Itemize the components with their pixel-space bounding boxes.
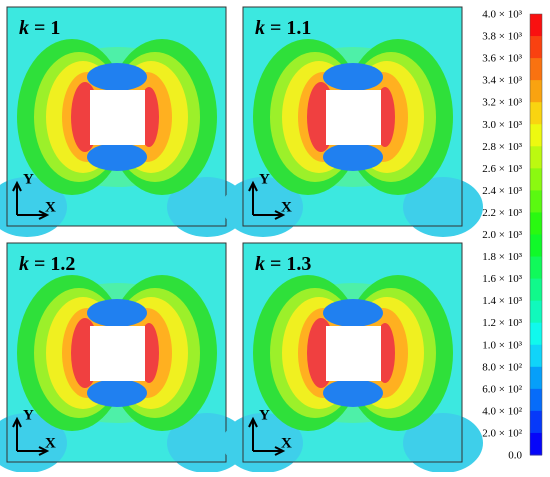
axis-x-label: X (281, 199, 292, 215)
colorbar-segment (530, 80, 542, 103)
colorbar-segment (530, 322, 542, 346)
axis-y-label: Y (259, 171, 270, 187)
panel: k = 1.1 YX (223, 6, 483, 237)
colorbar-segment (530, 432, 542, 456)
colorbar-segment (530, 366, 542, 390)
panel-label: k = 1.3 (255, 253, 311, 275)
colorbar-segment (530, 168, 542, 191)
colorbar-tick-label: 1.8 × 10³ (482, 251, 522, 263)
colorbar-tick-label: 2.8 × 10³ (482, 141, 522, 153)
axis-x-label: X (281, 435, 292, 451)
panel-border (242, 6, 463, 227)
panel-symbol: k (19, 253, 29, 275)
colorbar-tick-label: 2.6 × 10³ (482, 163, 522, 175)
colorbar-tick-label: 4.0 × 10³ (482, 9, 522, 21)
colorbar-tick-label: 4.0 × 10² (482, 405, 522, 417)
colorbar-segment (530, 36, 542, 59)
colorbar-tick-label: 2.4 × 10³ (482, 185, 522, 197)
colorbar-tick-label: 1.2 × 10³ (482, 317, 522, 329)
colorbar-segment (530, 124, 542, 147)
panel-label: k = 1.1 (255, 17, 311, 39)
panel-border (6, 6, 227, 227)
colorbar-segment (530, 102, 542, 125)
axis-x-label: X (45, 435, 56, 451)
contour-field (223, 243, 483, 473)
colorbar-tick-label: 3.0 × 10³ (482, 119, 522, 131)
contour-field (0, 7, 247, 237)
colorbar-segment (530, 190, 542, 213)
panel: k = 1.2 YX (0, 242, 247, 473)
colorbar-tick-label: 3.4 × 10³ (482, 75, 522, 87)
panel-symbol: k (255, 17, 265, 39)
axis-arrows (12, 180, 50, 220)
colorbar-tick-label: 3.8 × 10³ (482, 31, 522, 43)
colorbar-tick-label: 8.0 × 10² (482, 361, 522, 373)
colorbar-tick-label: 3.2 × 10³ (482, 97, 522, 109)
panel-symbol: k (255, 253, 265, 275)
panel-border (6, 242, 227, 463)
colorbar-segment (530, 212, 542, 235)
colorbar-segment (530, 146, 542, 169)
panel-symbol: k (19, 17, 29, 39)
contour-field (0, 243, 247, 473)
panel-value: = 1 (34, 17, 60, 39)
panel: k = 1 YX (0, 6, 247, 237)
colorbar-tick-label: 2.2 × 10³ (482, 207, 522, 219)
colorbar-segment (530, 344, 542, 368)
colorbar-border (529, 13, 543, 456)
colorbar: 4.0 × 10³ 3.8 × 10³ 3.6 × 10³ 3.4 × 10³ 3.2 … (482, 9, 543, 462)
axis-y-label: Y (23, 407, 34, 423)
axis-arrows (248, 180, 286, 220)
colorbar-tick-label: 1.6 × 10³ (482, 273, 522, 285)
panel-value: = 1.3 (270, 253, 311, 275)
colorbar-segment (530, 58, 542, 81)
colorbar-tick-label: 2.0 × 10³ (482, 229, 522, 241)
axis-y-label: Y (259, 407, 270, 423)
panel-value: = 1.2 (34, 253, 75, 275)
colorbar-tick-label: 2.0 × 10² (482, 427, 522, 439)
colorbar-segment (530, 410, 542, 434)
colorbar-tick-label: 1.4 × 10³ (482, 295, 522, 307)
colorbar-segment (530, 300, 542, 324)
colorbar-segment (530, 256, 542, 280)
colorbar-segment (530, 388, 542, 412)
colorbar-segment (530, 14, 542, 37)
colorbar-tick-label: 3.6 × 10³ (482, 53, 522, 65)
panel-label: k = 1.2 (19, 253, 75, 275)
axis-arrows (248, 416, 286, 456)
axis-arrows (12, 416, 50, 456)
colorbar-tick-label: 6.0 × 10² (482, 383, 522, 395)
contour-field (223, 7, 483, 237)
colorbar-tick-label: 1.0 × 10³ (482, 339, 522, 351)
colorbar-tick-label: 0.0 (508, 450, 522, 462)
axis-x-label: X (45, 199, 56, 215)
panel: k = 1.3 YX (223, 242, 483, 473)
colorbar-segment (530, 278, 542, 302)
panel-label: k = 1 (19, 17, 60, 39)
panel-border (242, 242, 463, 463)
colorbar-segment (530, 234, 542, 258)
axis-y-label: Y (23, 171, 34, 187)
panel-value: = 1.1 (270, 17, 311, 39)
